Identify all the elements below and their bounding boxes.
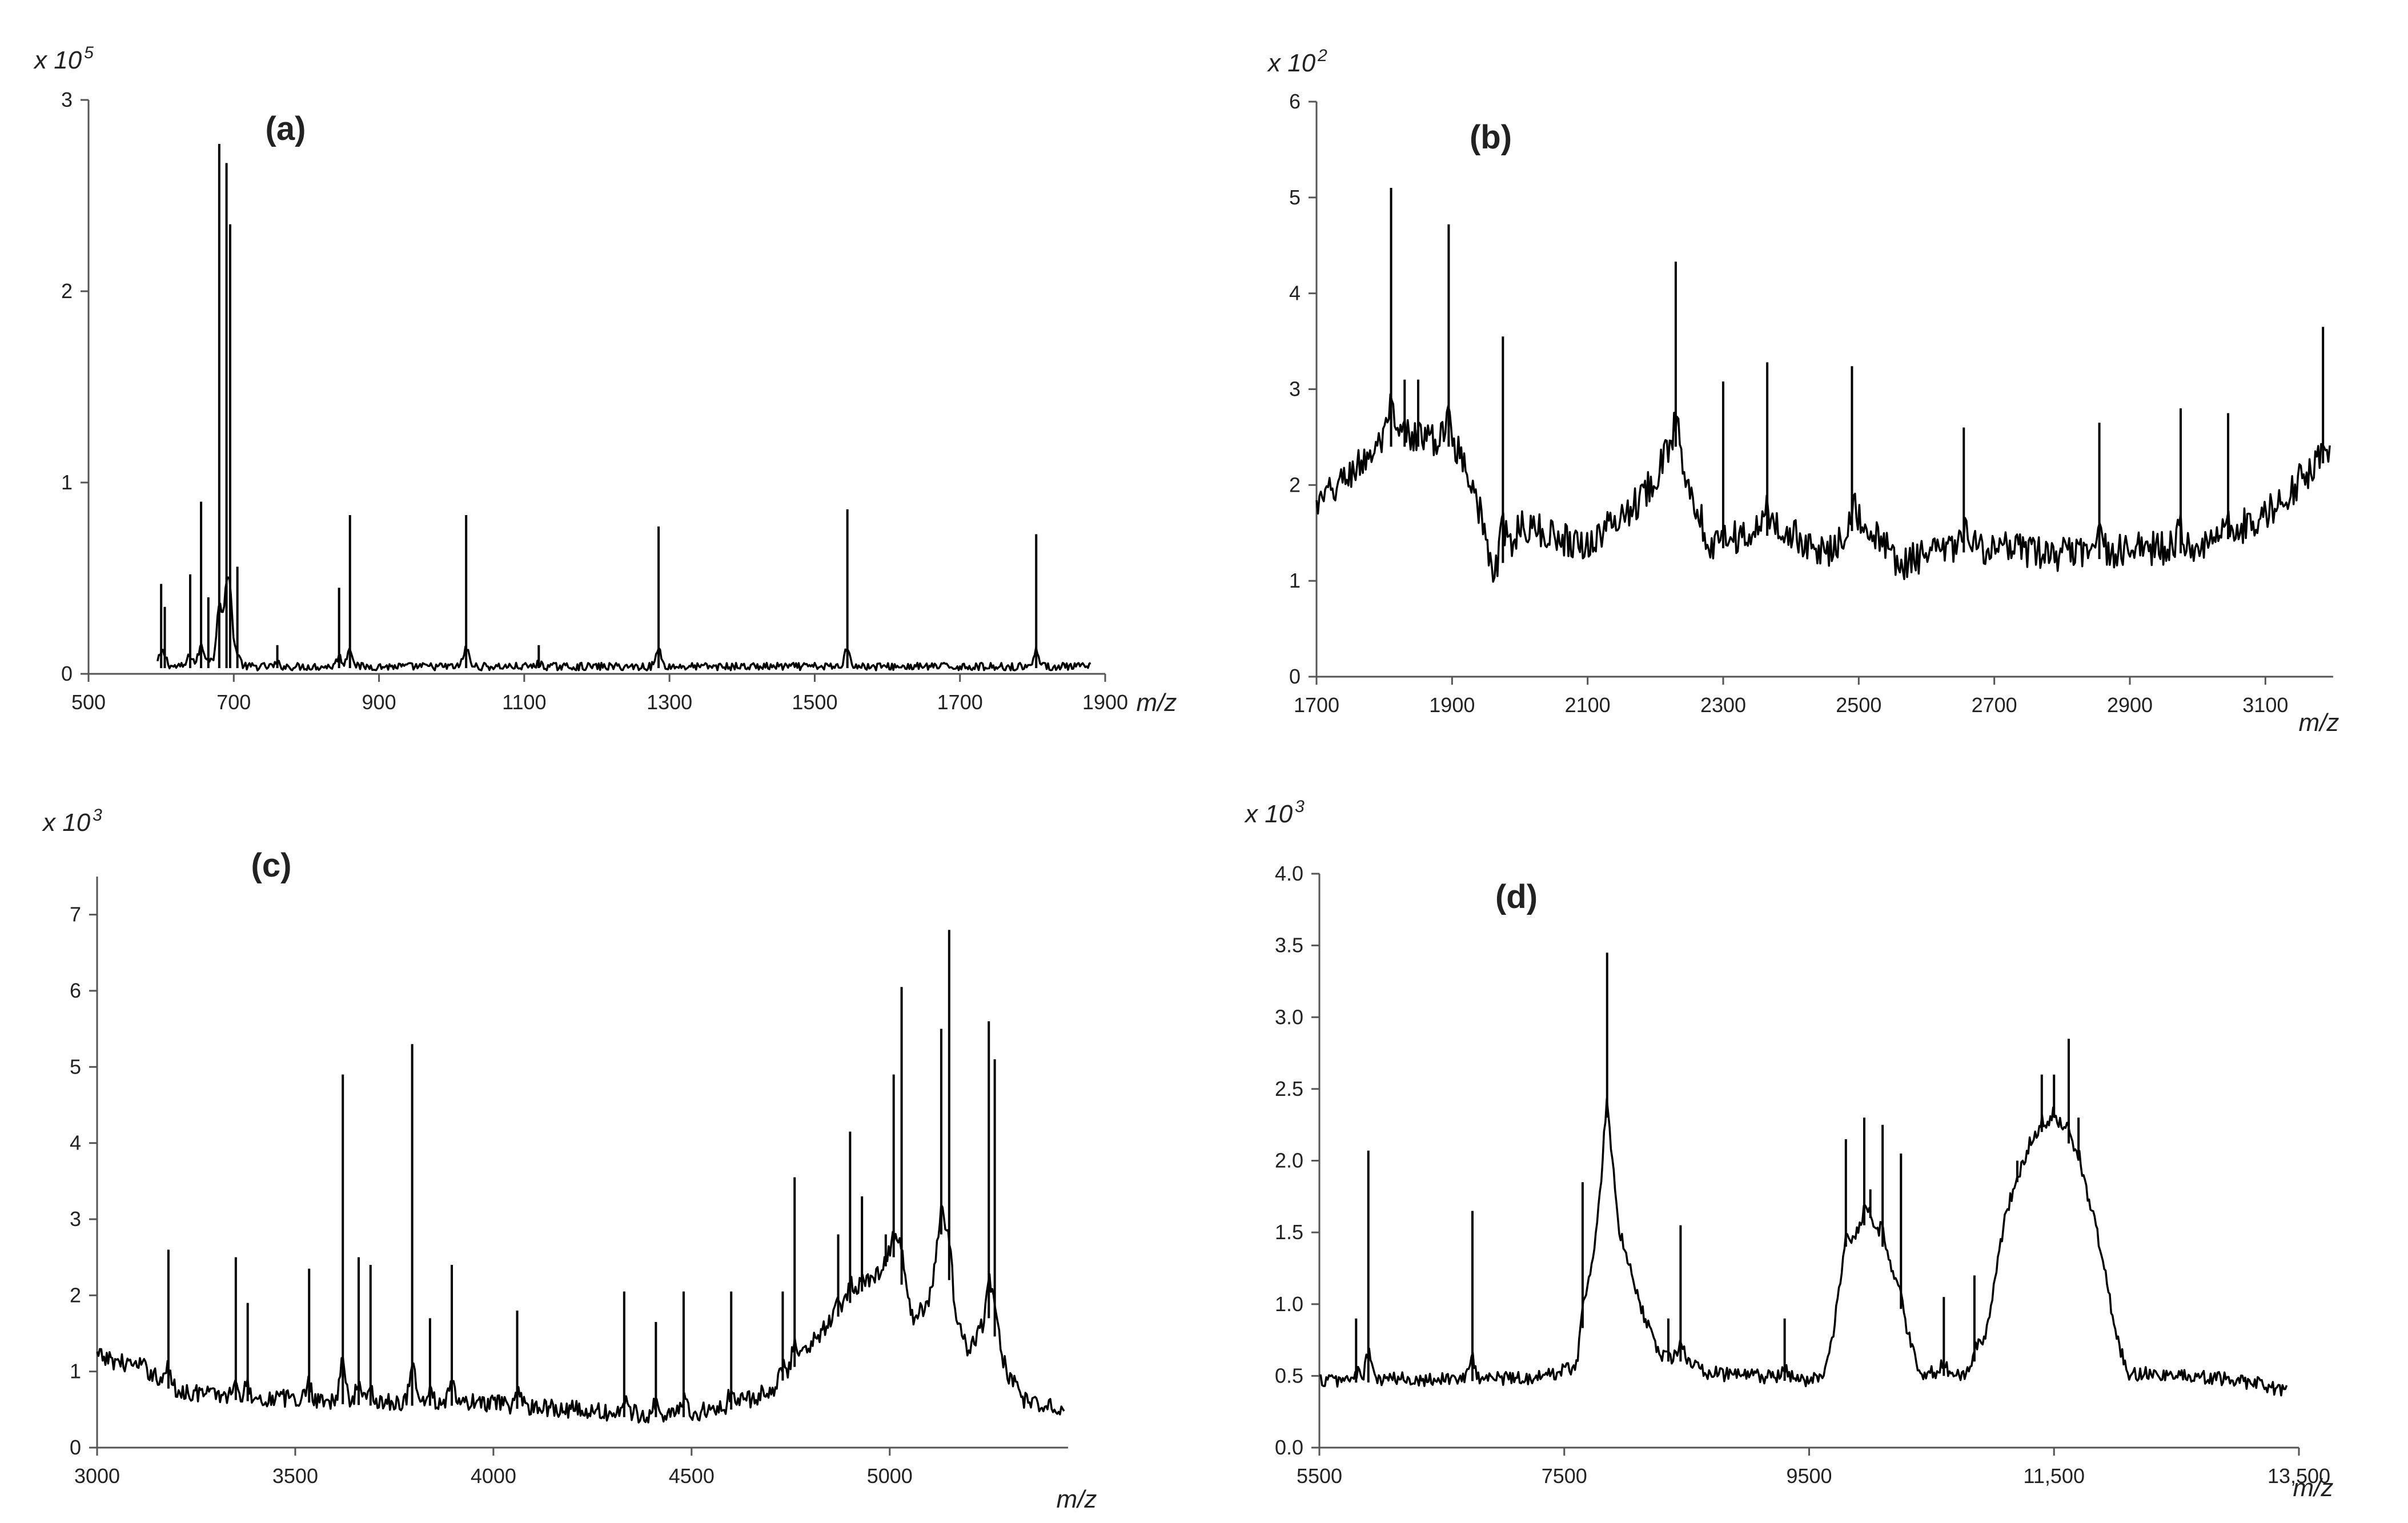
x-axis-unit-label: m/z — [1137, 689, 1177, 717]
x-axis-unit-label: m/z — [2299, 709, 2339, 737]
spectrum-trace — [1315, 393, 2331, 583]
y-tick-label: 3 — [61, 88, 73, 111]
multiplier-exponent: 2 — [1317, 46, 1327, 65]
x-tick-label: 1300 — [647, 690, 692, 714]
y-tick-label: 3 — [1289, 377, 1301, 401]
x-tick-label: 900 — [362, 690, 396, 714]
y-tick-label: 2 — [1289, 473, 1301, 496]
y-tick-label: 5 — [1289, 186, 1301, 209]
x-tick-label: 11,500 — [2024, 1464, 2085, 1488]
x-tick-label: 2700 — [1972, 693, 2017, 717]
x-tick-label: 1100 — [502, 690, 546, 714]
x-tick-label: 1900 — [1082, 690, 1128, 714]
y-tick-label: 4 — [70, 1131, 81, 1155]
y-tick-label: 4 — [1289, 282, 1301, 305]
y-tick-label: 2.5 — [1275, 1077, 1303, 1100]
x-tick-label: 5000 — [867, 1464, 913, 1488]
y-tick-label: 0.0 — [1275, 1436, 1303, 1459]
panel-label: (d) — [1495, 878, 1538, 915]
y-tick-label: 6 — [70, 979, 81, 1002]
spectrum-trace — [96, 1204, 1065, 1424]
y-tick-label: 0 — [1289, 665, 1301, 688]
x-axis-unit-label: m/z — [2293, 1474, 2334, 1502]
y-tick-label: 0 — [61, 662, 73, 685]
y-multiplier-label: x 10 5 — [33, 43, 94, 74]
panel-d: 5500 7500 9500 11,500 13,500 0.0 0.5 1.0 1.5 2.0 2… — [1244, 797, 2333, 1502]
x-axis-unit-label: m/z — [1057, 1485, 1097, 1513]
x-tick-label: 3500 — [272, 1464, 318, 1488]
multiplier-base: x 10 — [33, 46, 82, 74]
y-tick-label: 3 — [70, 1207, 81, 1231]
panel-a: 500 700 900 1100 1300 1500 1700 1900 0 1 2 3 x 10 5 m/… — [33, 43, 1177, 717]
y-multiplier-label: x 10 2 — [1267, 46, 1327, 77]
x-tick-label: 500 — [71, 690, 106, 714]
spectrum-trace — [1319, 1098, 2288, 1397]
y-tick-label: 4.0 — [1275, 862, 1303, 885]
y-tick-label: 6 — [1289, 90, 1301, 113]
multiplier-exponent: 3 — [93, 806, 102, 825]
y-tick-label: 1 — [70, 1360, 81, 1383]
multiplier-base: x 10 — [1267, 49, 1316, 77]
y-tick-label: 7 — [70, 903, 81, 926]
x-tick-label: 1700 — [937, 690, 983, 714]
y-tick-label: 2.0 — [1275, 1149, 1303, 1172]
x-tick-label: 4000 — [471, 1464, 516, 1488]
spectrum-trace — [156, 576, 1091, 672]
y-multiplier-label: x 10 3 — [1244, 797, 1305, 828]
multiplier-base: x 10 — [1244, 800, 1293, 828]
multiplier-exponent: 5 — [84, 43, 94, 62]
y-tick-label: 3.0 — [1275, 1005, 1303, 1028]
panel-b: 1700 1900 2100 2300 2500 2700 2900 3100 0 1 2 3 4 5 6 x… — [1267, 46, 2339, 737]
x-tick-label: 3100 — [2242, 693, 2288, 717]
x-tick-label: 9500 — [1786, 1464, 1832, 1488]
y-tick-label: 1.0 — [1275, 1292, 1303, 1316]
x-tick-label: 3000 — [74, 1464, 120, 1488]
x-tick-label: 13,500 — [2267, 1464, 2330, 1488]
x-tick-label: 1700 — [1294, 693, 1339, 717]
y-tick-label: 1.5 — [1275, 1220, 1303, 1244]
x-tick-label: 2300 — [1700, 693, 1746, 717]
y-multiplier-label: x 10 3 — [42, 806, 102, 837]
panel-label: (c) — [251, 847, 292, 884]
panel-label: (b) — [1470, 119, 1512, 156]
x-tick-label: 7500 — [1542, 1464, 1587, 1488]
x-tick-label: 1900 — [1429, 693, 1475, 717]
panel-label: (a) — [266, 110, 306, 147]
x-tick-label: 1500 — [792, 690, 837, 714]
y-tick-label: 3.5 — [1275, 934, 1303, 957]
multiplier-exponent: 3 — [1295, 797, 1305, 816]
x-tick-label: 2100 — [1565, 693, 1611, 717]
x-tick-label: 5500 — [1297, 1464, 1342, 1488]
multiplier-base: x 10 — [42, 809, 91, 837]
x-tick-label: 4500 — [669, 1464, 715, 1488]
x-tick-label: 2900 — [2107, 693, 2153, 717]
y-tick-label: 2 — [61, 279, 73, 303]
x-tick-label: 700 — [216, 690, 251, 714]
y-tick-label: 1 — [61, 471, 73, 494]
y-tick-label: 1 — [1289, 569, 1301, 592]
y-tick-label: 5 — [70, 1055, 81, 1078]
y-tick-label: 2 — [70, 1283, 81, 1307]
y-tick-label: 0 — [70, 1436, 81, 1459]
x-tick-label: 2500 — [1836, 693, 1881, 717]
y-tick-label: 0.5 — [1275, 1364, 1303, 1387]
